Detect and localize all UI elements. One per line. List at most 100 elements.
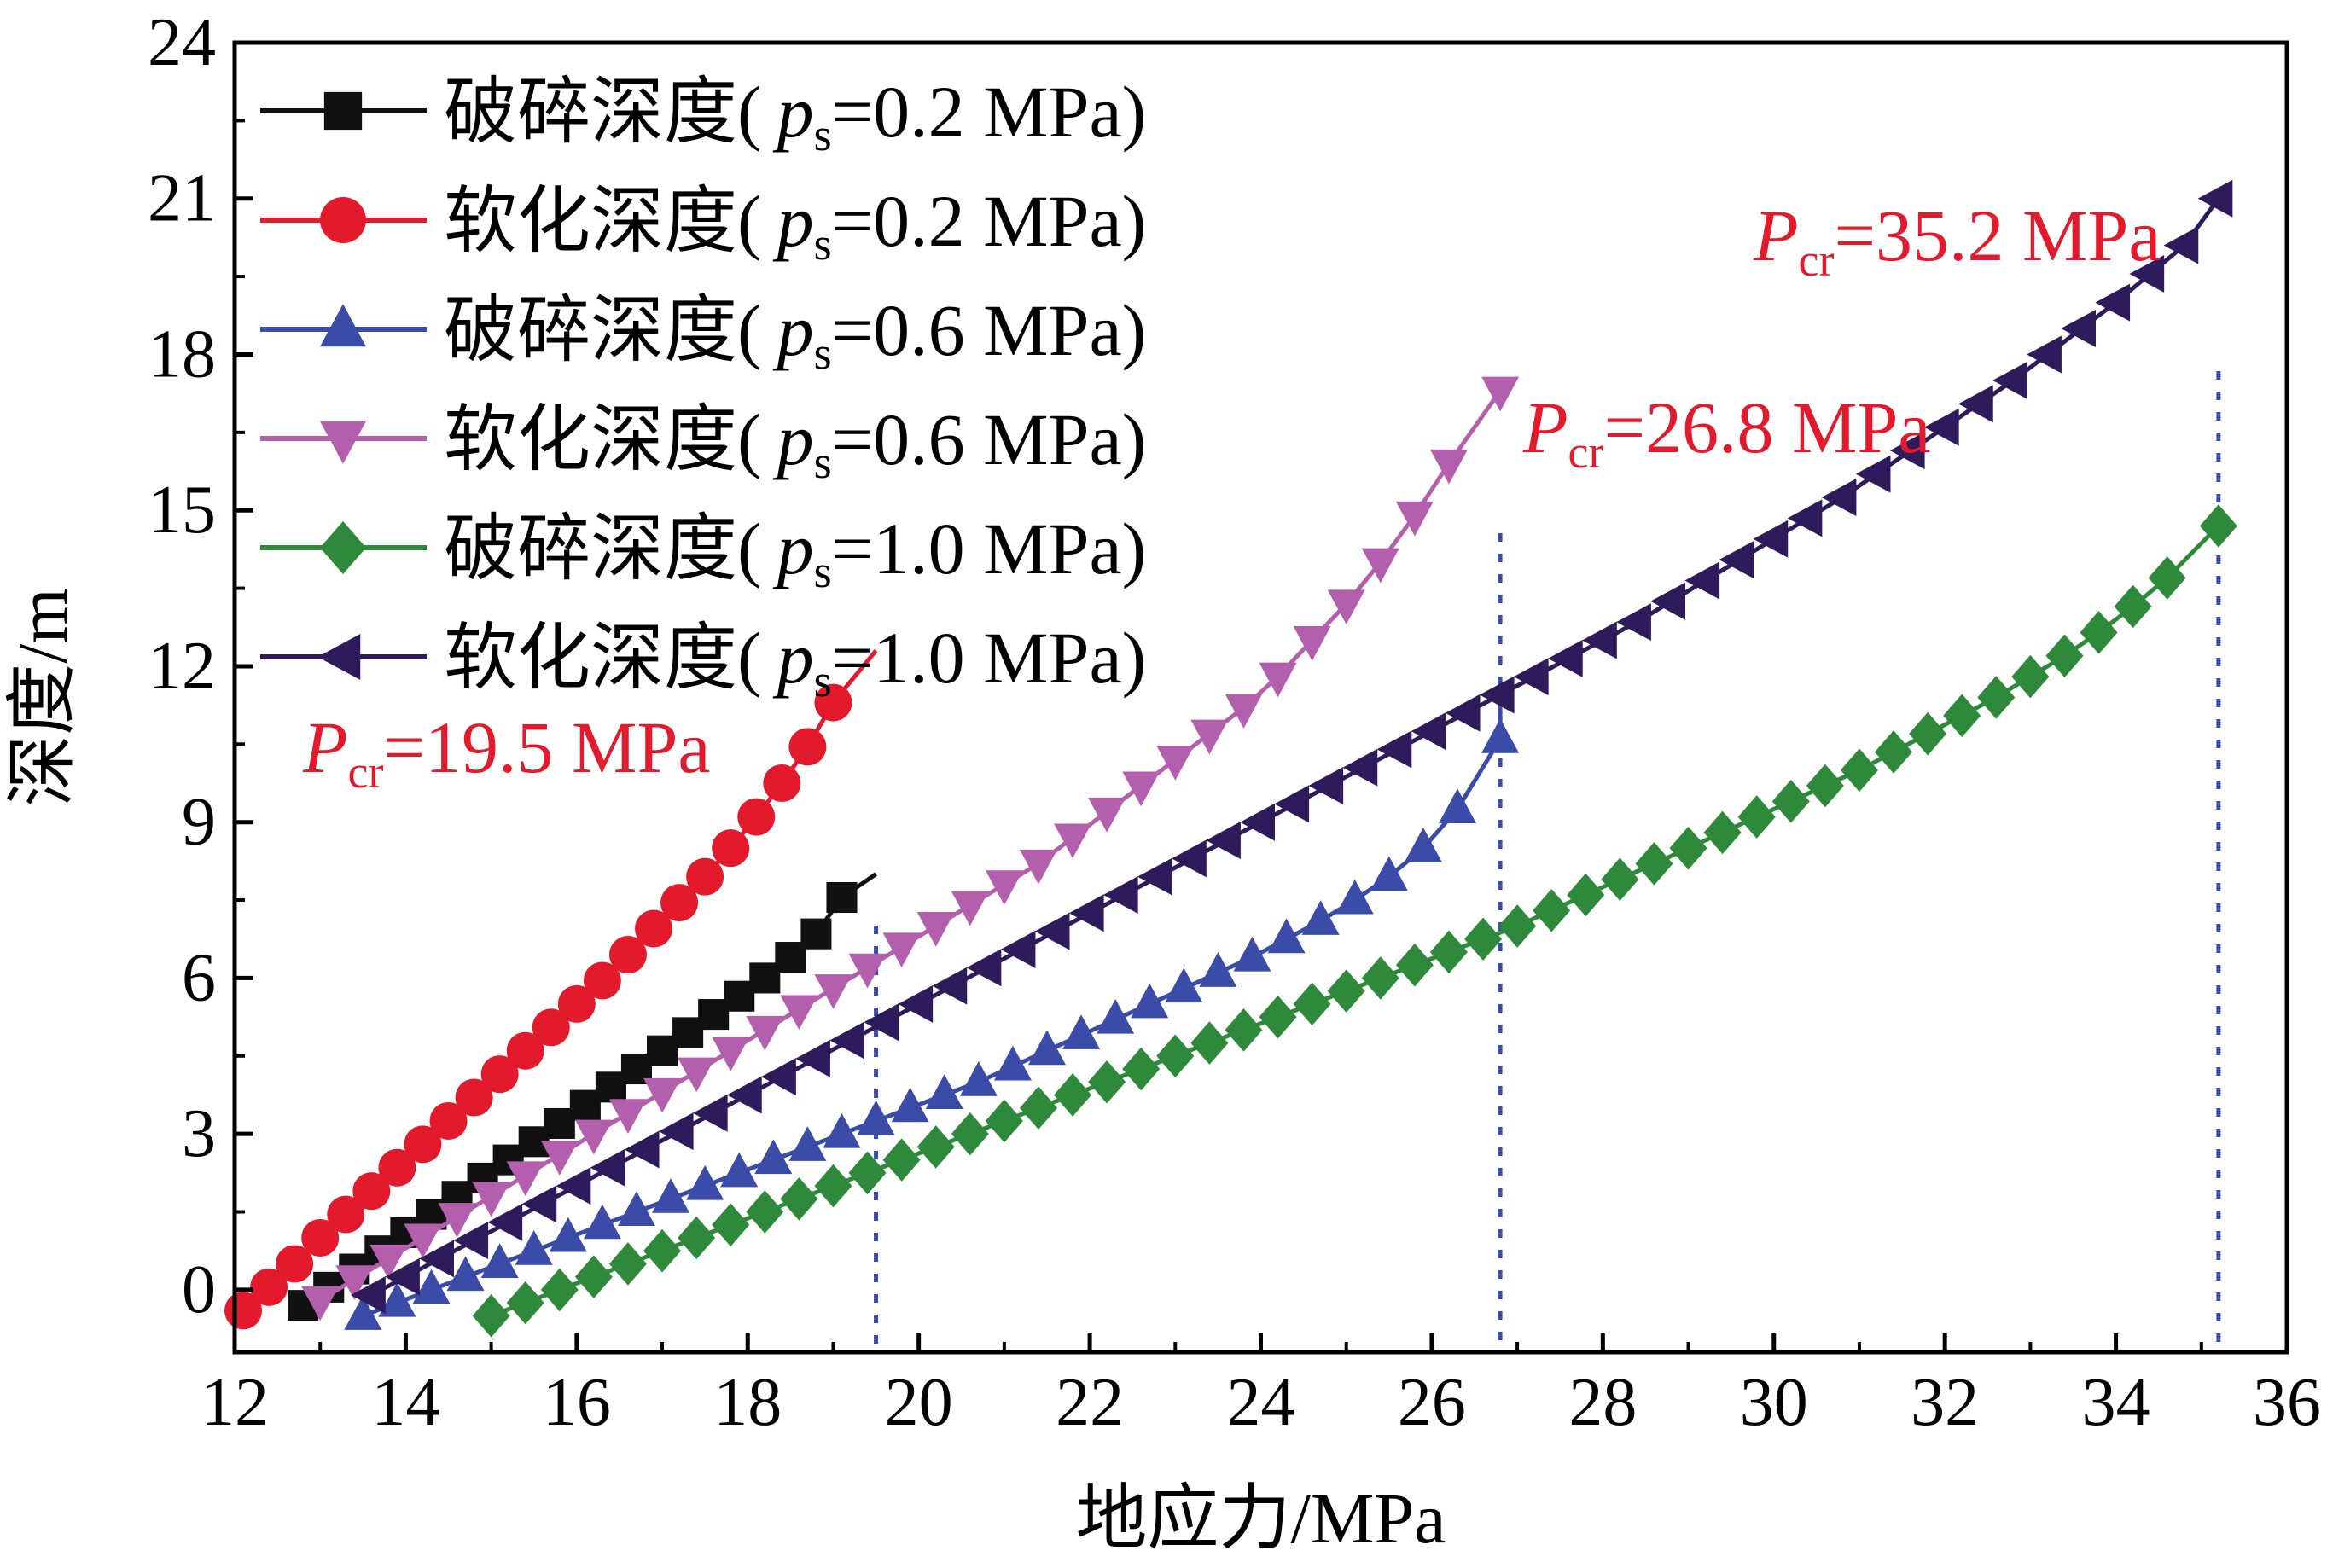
data-point	[1165, 967, 1203, 1003]
legend-symbol: p	[772, 180, 814, 262]
x-tick-label: 24	[1227, 1365, 1295, 1440]
data-point	[864, 1003, 899, 1042]
data-point	[521, 1185, 557, 1223]
critical-pressure-label: Pcr=26.8 MPa	[1522, 386, 1930, 478]
data-point	[1156, 1034, 1195, 1078]
legend-item-2: 软化深度(ps=0.2 MPa)	[260, 180, 1146, 270]
data-point	[472, 1182, 510, 1217]
data-point	[652, 1178, 690, 1213]
series-layer	[224, 179, 2237, 1338]
data-point	[737, 798, 776, 836]
data-point	[1206, 822, 1241, 860]
data-point	[1097, 998, 1135, 1034]
data-point	[857, 1100, 895, 1135]
y-tick-label: 0	[182, 1252, 216, 1327]
legend-value: 0.2 MPa	[873, 71, 1121, 153]
data-point	[557, 984, 596, 1023]
data-point	[412, 1269, 451, 1304]
data-point	[932, 967, 968, 1005]
pcr-symbol: P	[1522, 386, 1568, 468]
legend-value: 1.0 MPa	[873, 617, 1121, 699]
data-point	[1088, 798, 1126, 833]
legend-symbol: p	[772, 617, 814, 699]
data-point	[916, 912, 955, 947]
data-point	[1821, 478, 1857, 516]
data-point	[2045, 634, 2084, 678]
pcr-value: 19.5 MPa	[425, 706, 710, 788]
legend-name: 破碎深度(	[444, 289, 762, 371]
pcr-equals: =	[384, 706, 426, 788]
pcr-value: 26.8 MPa	[1645, 386, 1930, 468]
data-point	[1327, 969, 1365, 1013]
data-point	[1019, 849, 1057, 885]
data-point	[643, 1228, 682, 1273]
y-tick-label: 24	[148, 5, 216, 80]
x-tick-label: 36	[2253, 1365, 2321, 1440]
x-axis-label: 地应力/MPa	[1075, 1479, 1446, 1559]
data-point	[1481, 376, 1520, 412]
data-point	[301, 1286, 340, 1321]
data-point	[1267, 918, 1306, 954]
data-point	[1199, 952, 1237, 987]
legend-equals: =	[832, 180, 874, 262]
data-point	[583, 1204, 621, 1240]
data-point	[487, 1203, 523, 1241]
data-point	[2027, 335, 2062, 374]
legend-close-paren: )	[1122, 71, 1147, 153]
data-point	[635, 909, 673, 948]
data-point	[1342, 748, 1378, 787]
data-point	[1361, 956, 1399, 1000]
x-tick-label: 20	[885, 1365, 953, 1440]
data-point	[1582, 621, 1617, 659]
legend-close-paren: )	[1122, 289, 1147, 371]
data-point	[658, 1112, 694, 1151]
data-point	[1703, 810, 1742, 855]
legend-item-1: 破碎深度(ps=0.2 MPa)	[260, 71, 1146, 160]
legend-value: 0.6 MPa	[873, 398, 1121, 480]
legend-marker	[320, 421, 366, 464]
data-point	[1958, 385, 1993, 423]
legend-item-3: 破碎深度(ps=0.6 MPa)	[260, 289, 1146, 379]
x-tick-label: 18	[713, 1365, 782, 1440]
data-point	[590, 1148, 625, 1187]
data-point	[951, 891, 989, 926]
x-tick-label: 16	[543, 1365, 611, 1440]
data-point	[1156, 746, 1195, 781]
data-point	[1172, 839, 1207, 878]
data-point	[1464, 917, 1503, 961]
legend-symbol: p	[772, 398, 814, 480]
data-point	[556, 1167, 591, 1205]
pcr-subscript: cr	[348, 746, 384, 798]
data-point	[1977, 676, 2016, 719]
legend-label: 破碎深度(ps=0.2 MPa)	[444, 71, 1146, 160]
data-point	[1054, 1073, 1092, 1117]
data-point	[1923, 408, 1959, 446]
data-point	[814, 1164, 852, 1208]
pcr-subscript: cr	[1568, 427, 1604, 478]
pcr-symbol: P	[302, 706, 348, 788]
data-point	[985, 1099, 1023, 1143]
legend-subscript: s	[814, 109, 832, 160]
data-point	[1102, 875, 1138, 914]
data-point	[660, 884, 699, 922]
data-point	[378, 1281, 416, 1317]
data-point	[1875, 730, 1913, 774]
data-point	[1548, 639, 1583, 677]
legend-equals: =	[832, 508, 874, 589]
data-point	[429, 1101, 468, 1140]
data-point	[686, 1164, 724, 1200]
data-point	[1445, 694, 1481, 732]
data-point	[1376, 730, 1412, 769]
series-3	[344, 687, 1520, 1330]
legend-marker	[320, 197, 366, 243]
legend-subscript: s	[814, 546, 832, 597]
legend-subscript: s	[814, 328, 832, 379]
data-point	[385, 1257, 420, 1296]
data-point	[1395, 943, 1434, 987]
data-point	[882, 1138, 921, 1182]
data-point	[351, 1275, 386, 1314]
x-tick-label: 30	[1740, 1365, 1808, 1440]
legend-subscript: s	[814, 655, 832, 706]
legend-close-paren: )	[1122, 398, 1147, 480]
